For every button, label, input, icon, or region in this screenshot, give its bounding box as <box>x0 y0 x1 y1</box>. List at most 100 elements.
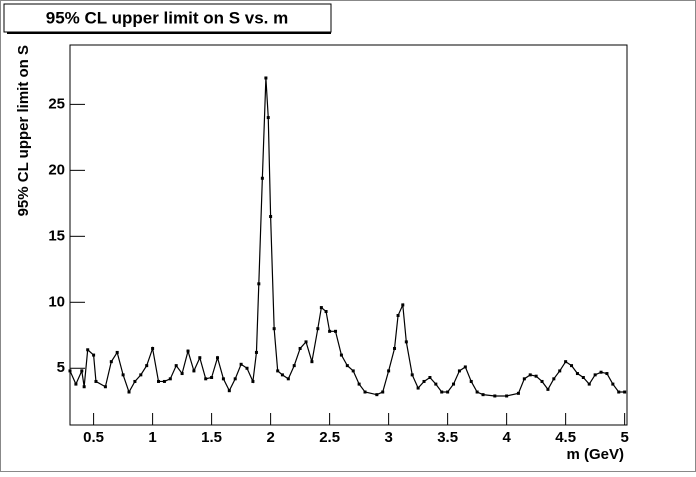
plot-frame <box>69 44 628 426</box>
x-axis-label: m (GeV) <box>566 446 624 463</box>
data-point <box>457 369 461 373</box>
data-point <box>310 360 314 364</box>
y-tick-label: 15 <box>48 227 65 244</box>
data-point <box>298 346 302 350</box>
data-point <box>381 390 385 394</box>
data-point <box>74 382 78 386</box>
data-point <box>115 350 119 354</box>
data-point <box>481 393 485 397</box>
data-point <box>422 379 426 383</box>
data-point <box>393 346 397 350</box>
data-point <box>109 360 113 364</box>
data-point <box>434 382 438 386</box>
data-point <box>546 387 550 391</box>
data-point <box>269 215 273 219</box>
x-tick-label: 1 <box>148 429 156 446</box>
data-point <box>180 372 184 376</box>
data-point <box>469 379 473 383</box>
data-point <box>94 379 98 383</box>
data-point <box>357 382 361 386</box>
data-point <box>162 379 166 383</box>
data-point <box>127 390 131 394</box>
data-point <box>396 313 400 317</box>
data-point <box>68 369 72 373</box>
title-box <box>3 3 332 33</box>
y-tick-label: 10 <box>48 293 65 310</box>
data-point <box>575 372 579 376</box>
x-tick-label: 2 <box>266 429 274 446</box>
data-point <box>139 373 143 377</box>
data-point <box>440 390 444 394</box>
data-point <box>534 374 538 378</box>
data-point <box>581 376 585 379</box>
y-tick-label: 5 <box>57 359 65 376</box>
data-point <box>233 377 237 381</box>
data-point <box>623 390 627 394</box>
data-point <box>401 303 405 307</box>
data-point <box>522 377 526 381</box>
data-point <box>463 365 467 369</box>
x-tick-label: 4 <box>502 429 511 446</box>
data-point <box>204 377 208 381</box>
chart-title: 95% CL upper limit on S vs. m <box>46 8 288 27</box>
data-point <box>416 386 420 390</box>
data-point <box>516 391 520 395</box>
data-point <box>316 327 320 331</box>
x-tick-label: 3.5 <box>437 429 458 446</box>
x-tick-label: 1.5 <box>201 429 222 446</box>
data-point <box>617 390 621 394</box>
x-tick-label: 3 <box>384 429 392 446</box>
data-point <box>319 306 323 310</box>
data-point <box>387 369 391 373</box>
data-point <box>210 376 214 379</box>
y-tick-label: 20 <box>48 161 65 178</box>
data-point <box>227 389 231 393</box>
data-point <box>345 364 349 368</box>
data-point <box>599 370 603 374</box>
data-point <box>493 394 497 398</box>
data-point <box>82 385 86 389</box>
x-tick-label: 4.5 <box>555 429 576 446</box>
data-point <box>339 353 343 357</box>
data-point <box>587 382 591 386</box>
x-tick-label: 5 <box>620 429 628 446</box>
data-point <box>157 379 161 383</box>
data-point <box>593 373 597 377</box>
data-point <box>410 373 414 377</box>
data-point <box>103 385 107 389</box>
data-point <box>404 340 408 344</box>
data-point <box>558 369 562 373</box>
data-point <box>174 364 178 368</box>
data-point <box>192 369 196 373</box>
data-point <box>375 393 379 397</box>
data-point <box>540 379 544 383</box>
data-point <box>121 373 125 377</box>
data-point <box>570 364 574 368</box>
data-point <box>475 390 479 394</box>
data-point <box>324 310 328 314</box>
data-point <box>254 350 258 354</box>
data-point <box>264 76 268 80</box>
data-point <box>80 369 84 373</box>
data-point <box>276 369 280 373</box>
data-point <box>280 373 284 377</box>
data-point <box>266 116 270 120</box>
data-point <box>611 382 615 386</box>
data-point <box>505 394 509 398</box>
data-point <box>605 372 609 376</box>
data-point <box>145 364 149 368</box>
data-point <box>446 390 450 394</box>
data-point <box>239 362 243 366</box>
data-point <box>292 364 296 368</box>
data-point <box>334 329 338 333</box>
data-point <box>251 379 255 383</box>
data-point <box>245 366 249 370</box>
data-point <box>452 382 456 386</box>
data-point <box>304 340 308 344</box>
data-point <box>198 356 202 360</box>
data-point <box>286 377 290 381</box>
data-point <box>133 379 137 383</box>
data-point <box>216 356 220 360</box>
